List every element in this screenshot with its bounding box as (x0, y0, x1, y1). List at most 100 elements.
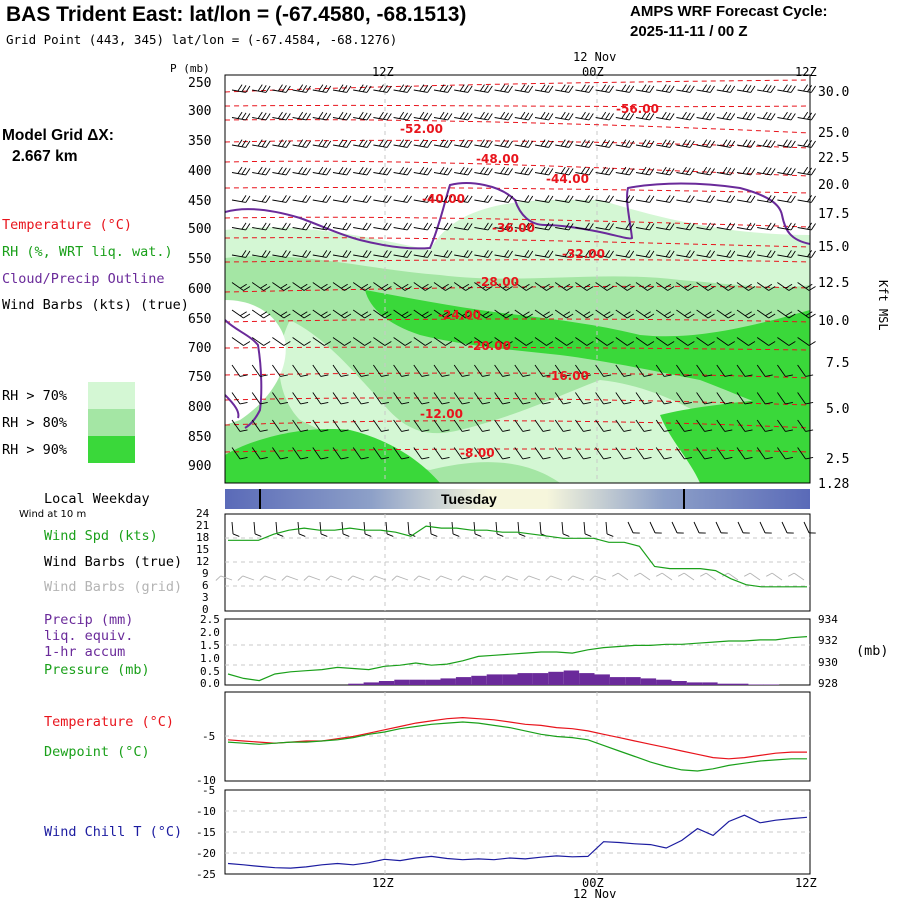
wind-barb (231, 222, 251, 231)
grid-wind-barb (766, 572, 783, 581)
wind-barb (554, 337, 574, 346)
grid-wind-barb (501, 575, 519, 581)
pressure-axis-label: P (mb) (170, 62, 210, 75)
legend-rh90-label: RH > 90% (2, 442, 68, 458)
wind-barb (292, 250, 311, 258)
surface-wind-barb (737, 521, 750, 534)
wind-barb (413, 139, 433, 148)
wind-barb (352, 447, 369, 460)
grid-wind-barb (744, 572, 761, 581)
precip-bar (656, 679, 672, 685)
wind-barb (474, 195, 493, 203)
wind-barb (757, 195, 776, 203)
grid-wind-barb (612, 572, 629, 581)
wind-barb (373, 337, 392, 346)
wind-barb (716, 447, 733, 460)
wind-barb (757, 222, 776, 231)
wind-barb (757, 84, 776, 93)
pressure-tick: 750 (188, 370, 212, 385)
rh90-region (660, 395, 810, 483)
wind-barb (736, 392, 753, 405)
grid-wind-barb (259, 575, 277, 581)
wind-barb (615, 337, 634, 346)
wind-barb (595, 392, 612, 405)
wind-barb (292, 166, 311, 176)
wind-barb (534, 337, 554, 346)
grid-wind-barb (325, 575, 343, 581)
wind-barb (595, 250, 614, 258)
wind-barb (373, 84, 392, 93)
wind-barb (595, 139, 614, 148)
wind-barb (615, 364, 632, 377)
wind-barb (756, 392, 773, 405)
wind-barb (554, 282, 574, 291)
wind-barb (433, 309, 453, 319)
wind-barb (716, 222, 736, 231)
wind-barb (373, 447, 389, 460)
wind-barb (292, 337, 311, 346)
kft-tick: 15.0 (818, 240, 850, 255)
wind-barb (635, 364, 652, 377)
wind-barb (312, 447, 329, 460)
wind-barb (312, 392, 329, 405)
wind-barb (736, 111, 756, 121)
legend-wind: Wind Barbs (kts) (true) (2, 297, 189, 313)
wind-barb (534, 282, 554, 291)
wind-barb (312, 337, 331, 346)
wind-barb (655, 392, 672, 405)
wind-barb (393, 447, 410, 460)
temp-contour-label: -20.00 (468, 339, 511, 353)
surface-wind-barb (231, 521, 240, 537)
wind-barb (777, 250, 796, 258)
surface-wind-barb (341, 521, 350, 537)
wind-barb (615, 447, 632, 460)
wind-barb (292, 392, 309, 405)
wind-barb (494, 195, 513, 203)
wind-barb (595, 222, 614, 231)
wind-barb (575, 250, 594, 258)
wind-barb (797, 84, 816, 93)
surface-wind-barb (275, 521, 284, 537)
wind-barb (676, 166, 695, 176)
wind-barb (393, 309, 412, 319)
grid-wind-barb (722, 572, 739, 581)
wind-barb (292, 139, 311, 148)
pressure-tick: 350 (188, 134, 212, 149)
precip-bar (733, 683, 749, 685)
wind-barb (494, 250, 513, 258)
dry-pocket (279, 320, 740, 483)
wind-barb (251, 309, 271, 319)
wind-barb (797, 222, 816, 231)
wind-barb (231, 84, 251, 93)
chill-ytick: -5 (202, 784, 216, 797)
wind-barb (554, 364, 571, 377)
wind-barb (433, 337, 453, 346)
precip-bar (763, 684, 780, 685)
wind-barb (696, 447, 713, 460)
wind-ytick: 18 (196, 531, 210, 544)
wind-barb (272, 447, 288, 460)
wind-barb (757, 166, 776, 176)
wind-barb (292, 222, 311, 231)
wind-ytick: 9 (202, 567, 209, 580)
wind-barb (474, 392, 490, 405)
wind-barb (595, 337, 614, 346)
grid-wind-barb (457, 575, 475, 581)
wind-barb (514, 139, 534, 148)
surface-wind-barb (627, 521, 640, 534)
wind-barb (413, 364, 430, 377)
wind-barb (696, 111, 715, 121)
wind-barb (474, 282, 493, 291)
wind-barb (534, 309, 554, 319)
wind-barb (635, 222, 655, 231)
kft-axis-label: Kft MSL (876, 280, 890, 331)
wind-barb (716, 282, 735, 291)
wind-barb (453, 337, 473, 346)
legend-rh70-swatch (88, 382, 135, 409)
temp-contour-label: -16.00 (546, 369, 589, 383)
grid-wind-barb (700, 572, 717, 581)
wind-barb (332, 250, 352, 258)
wind-barb (575, 111, 594, 121)
windchill-label: Wind Chill T (°C) (44, 824, 183, 840)
wind-barb (454, 111, 473, 121)
